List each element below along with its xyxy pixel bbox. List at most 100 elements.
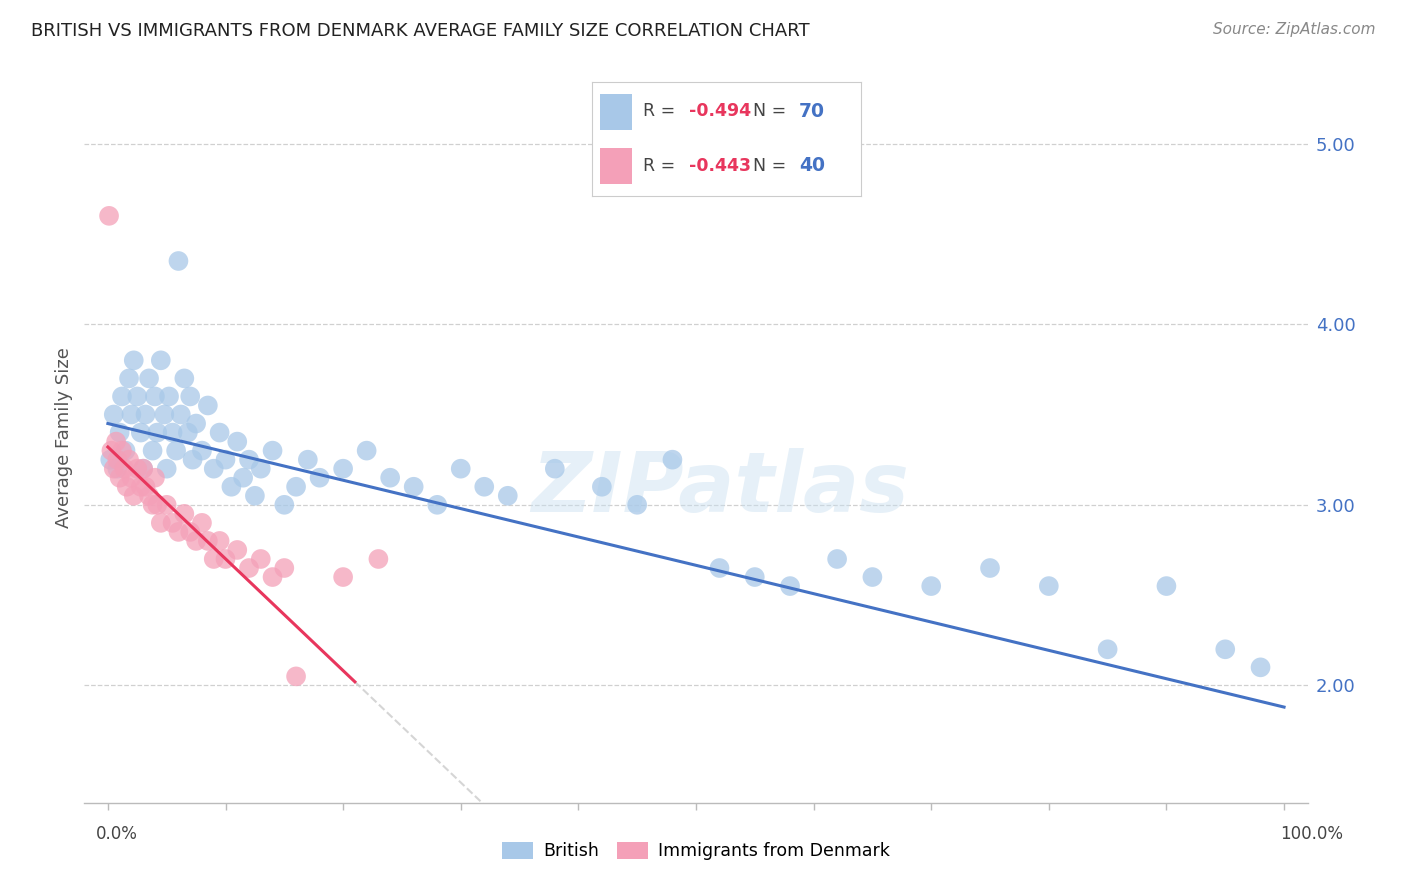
Point — [197, 399, 219, 413]
Point — [118, 371, 141, 385]
Point — [143, 471, 166, 485]
Point — [238, 452, 260, 467]
Point — [426, 498, 449, 512]
Text: 100.0%: 100.0% — [1279, 825, 1343, 843]
Point — [920, 579, 942, 593]
Point — [472, 480, 495, 494]
Point — [143, 389, 166, 403]
Text: Source: ZipAtlas.com: Source: ZipAtlas.com — [1212, 22, 1375, 37]
Point — [153, 408, 176, 422]
Point — [262, 570, 284, 584]
Point — [115, 480, 138, 494]
Point — [214, 452, 236, 467]
Point — [202, 461, 225, 475]
Point — [142, 498, 165, 512]
Point — [98, 209, 121, 223]
Point — [105, 434, 128, 449]
Point — [709, 561, 731, 575]
Point — [226, 543, 249, 558]
Point — [132, 461, 155, 475]
Point — [173, 371, 195, 385]
Point — [285, 669, 308, 683]
Point — [184, 417, 207, 431]
Point — [108, 471, 131, 485]
Y-axis label: Average Family Size: Average Family Size — [55, 347, 73, 527]
Point — [138, 371, 160, 385]
Point — [367, 552, 389, 566]
Point — [285, 480, 308, 494]
Point — [356, 443, 378, 458]
Point — [179, 524, 201, 539]
Point — [380, 471, 402, 485]
Point — [167, 254, 190, 268]
Point — [127, 461, 149, 475]
Point — [249, 552, 271, 566]
Point — [591, 480, 613, 494]
Point — [118, 452, 141, 467]
Point — [197, 533, 219, 548]
Point — [1156, 579, 1178, 593]
Point — [1213, 642, 1236, 657]
Point — [226, 434, 249, 449]
Point — [332, 461, 354, 475]
Point — [170, 408, 193, 422]
Point — [142, 443, 165, 458]
Point — [744, 570, 766, 584]
Point — [129, 425, 152, 440]
Text: BRITISH VS IMMIGRANTS FROM DENMARK AVERAGE FAMILY SIZE CORRELATION CHART: BRITISH VS IMMIGRANTS FROM DENMARK AVERA… — [31, 22, 810, 40]
Point — [181, 452, 204, 467]
Point — [162, 516, 184, 530]
Point — [262, 443, 284, 458]
Point — [177, 425, 200, 440]
Text: ZIPatlas: ZIPatlas — [531, 448, 910, 529]
Point — [243, 489, 266, 503]
Point — [202, 552, 225, 566]
Point — [179, 389, 201, 403]
Point — [249, 461, 271, 475]
Point — [114, 443, 136, 458]
Point — [162, 425, 184, 440]
Point — [120, 408, 142, 422]
Point — [496, 489, 519, 503]
Point — [332, 570, 354, 584]
Point — [112, 461, 135, 475]
Point — [108, 425, 131, 440]
Point — [450, 461, 472, 475]
Point — [129, 480, 152, 494]
Point — [146, 425, 169, 440]
Point — [779, 579, 801, 593]
Point — [132, 461, 155, 475]
Point — [626, 498, 648, 512]
Point — [402, 480, 425, 494]
Point — [208, 533, 231, 548]
Point — [103, 408, 125, 422]
Point — [157, 389, 180, 403]
Point — [149, 516, 172, 530]
Point — [135, 408, 157, 422]
Point — [273, 498, 295, 512]
Point — [1250, 660, 1272, 674]
Text: 0.0%: 0.0% — [96, 825, 138, 843]
Point — [105, 452, 128, 467]
Point — [308, 471, 330, 485]
Point — [825, 552, 848, 566]
Point — [111, 389, 134, 403]
Point — [173, 507, 195, 521]
Point — [191, 516, 214, 530]
Point — [138, 489, 160, 503]
Point — [273, 561, 295, 575]
Point — [1097, 642, 1119, 657]
Point — [214, 552, 236, 566]
Point — [127, 389, 149, 403]
Point — [122, 489, 145, 503]
Point — [238, 561, 260, 575]
Point — [860, 570, 883, 584]
Point — [191, 443, 214, 458]
Point — [156, 498, 179, 512]
Point — [544, 461, 567, 475]
Point — [979, 561, 1001, 575]
Legend: British, Immigrants from Denmark: British, Immigrants from Denmark — [495, 835, 897, 867]
Point — [135, 480, 157, 494]
Point — [297, 452, 319, 467]
Point — [120, 471, 142, 485]
